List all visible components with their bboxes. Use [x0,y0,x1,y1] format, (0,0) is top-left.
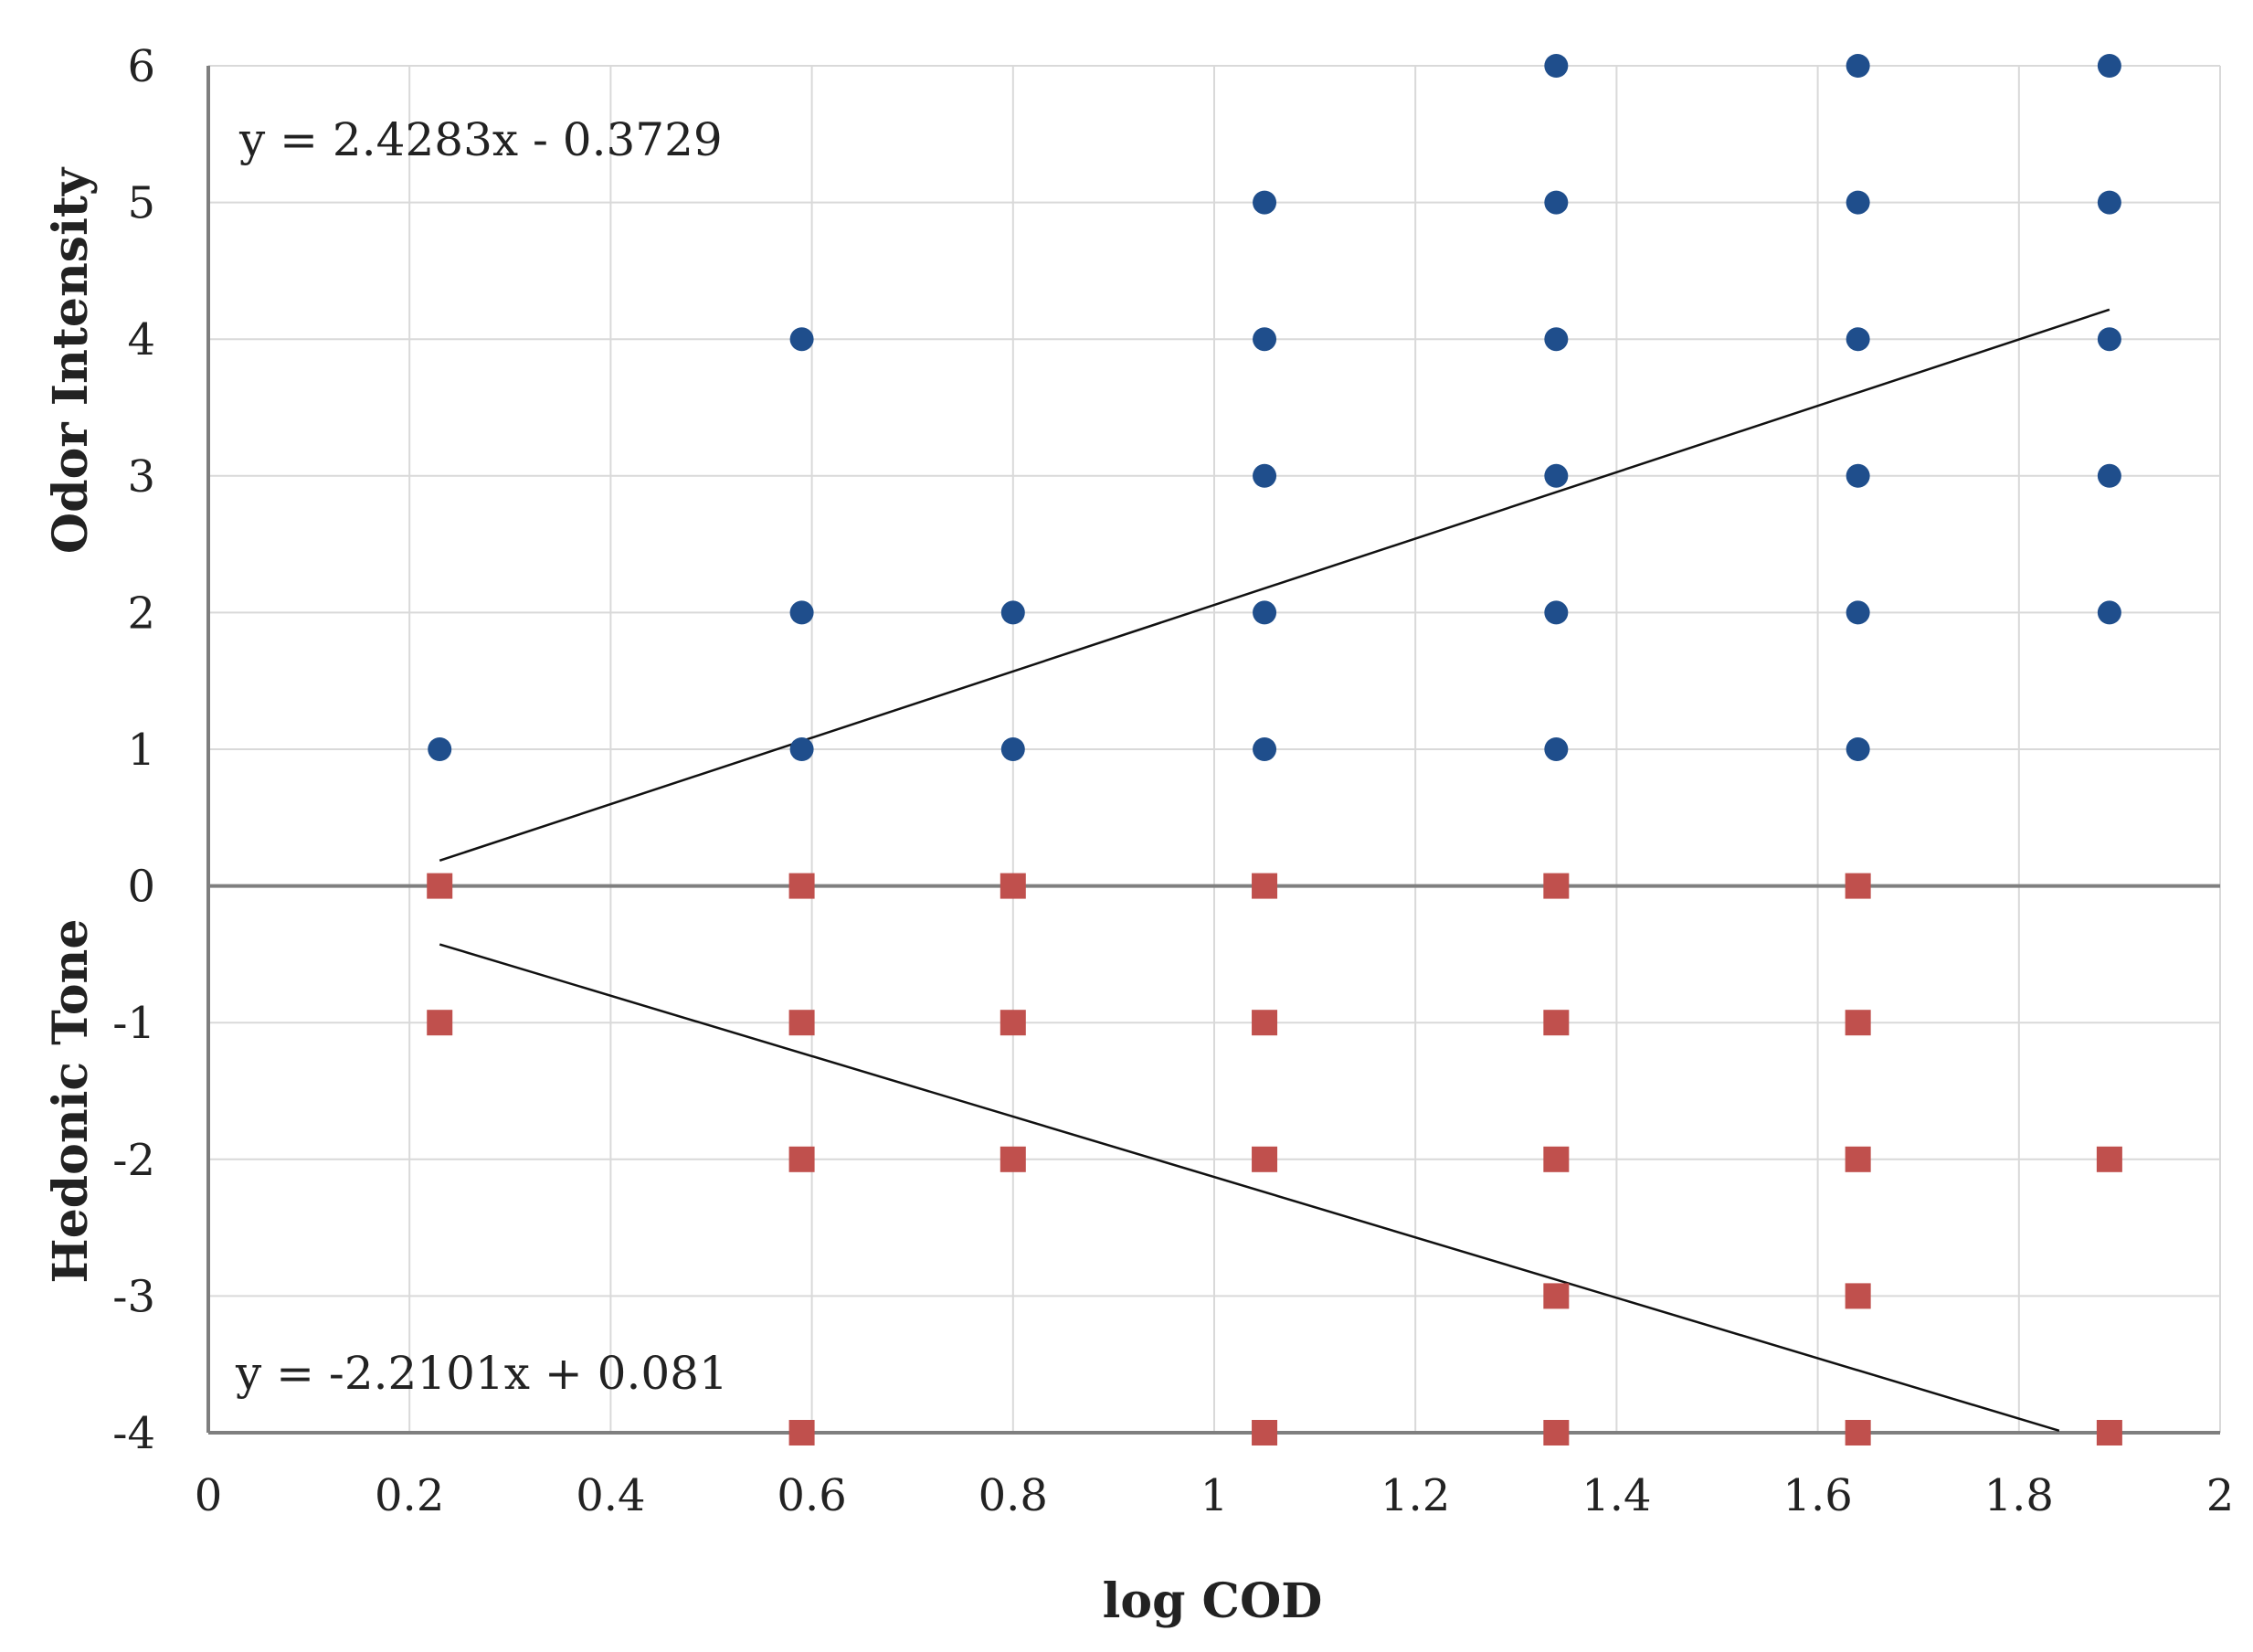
x-tick-label: 1 [1201,1470,1229,1521]
data-points [427,54,2122,1446]
trendline-hedonic-tone [439,943,2060,1433]
odor-intensity-point [1253,463,1277,488]
odor-intensity-point [789,737,814,761]
odor-intensity-point [1544,190,1569,215]
odor-intensity-point [1846,463,1870,488]
x-tick-label: 1.4 [1581,1470,1651,1521]
y-tick-label: -4 [112,1408,155,1459]
y-tick-label: -1 [112,998,155,1049]
trendlines [439,308,2110,1433]
hedonic-tone-point [1543,1420,1570,1446]
x-tick-label: 0.2 [375,1470,444,1521]
hedonic-tone-point [1252,1146,1278,1172]
hedonic-tone-point [1845,873,1871,899]
hedonic-tone-point [1845,1146,1871,1172]
odor-intensity-point [1544,600,1569,625]
hedonic-tone-point [1252,1420,1278,1446]
hedonic-tone-point [788,1420,815,1446]
hedonic-tone-point [1845,1283,1871,1309]
odor-intensity-point [1544,463,1569,488]
hedonic-tone-point [788,1146,815,1172]
odor-intensity-point [1000,737,1025,761]
odor-intensity-point [2097,190,2121,215]
odor-intensity-point [1544,54,1569,78]
odor-intensity-point [1544,327,1569,352]
trendline-odor-intensity [439,308,2110,863]
x-tick-label: 1.8 [1984,1470,2054,1521]
odor-intensity-point [789,327,814,352]
odor-intensity-point [2097,463,2121,488]
trendline-equation-hedonic-tone: y = -2.2101x + 0.081 [235,1347,728,1400]
x-tick-label: 0.4 [576,1470,645,1521]
x-tick-label: 0.6 [777,1470,846,1521]
hedonic-tone-point [2096,1146,2122,1172]
x-tick-label: 0.8 [978,1470,1048,1521]
odor-intensity-point [1544,737,1569,761]
hedonic-tone-point [1543,1146,1570,1172]
odor-intensity-point [1253,327,1277,352]
y-tick-label: 0 [127,862,155,913]
y-tick-label: 1 [127,725,155,776]
y-axis-title-odor-intensity: Odor Intensity [43,166,99,554]
x-tick-label: 0 [195,1470,223,1521]
odor-intensity-point [1253,190,1277,215]
y-axis-title-hedonic-tone: Hedonic Tone [43,919,99,1284]
hedonic-tone-point [2096,1420,2122,1446]
y-tick-label: 6 [127,41,155,92]
hedonic-tone-point [1252,1010,1278,1036]
hedonic-tone-point [1000,1146,1026,1172]
trendline-equation-odor-intensity: y = 2.4283x - 0.3729 [238,113,723,166]
odor-intensity-point [2097,600,2121,625]
y-tick-label: 5 [127,178,155,229]
hedonic-tone-point [1000,873,1026,899]
y-tick-label: 3 [127,451,155,503]
hedonic-tone-point [1845,1420,1871,1446]
hedonic-tone-point [1252,873,1278,899]
hedonic-tone-point [427,873,453,899]
hedonic-tone-point [1000,1010,1026,1036]
x-tick-label: 2 [2206,1470,2235,1521]
odor-intensity-point [1253,737,1277,761]
axes [206,66,2220,1435]
odor-intensity-point [2097,54,2121,78]
odor-intensity-point [1253,600,1277,625]
hedonic-tone-point [1543,1283,1570,1309]
odor-intensity-point [1846,327,1870,352]
hedonic-tone-point [1543,873,1570,899]
odor-intensity-point [428,737,452,761]
y-tick-label: -3 [112,1271,155,1322]
y-tick-label: 4 [127,314,155,365]
grid-lines [208,65,2221,1433]
x-tick-label: 1.2 [1380,1470,1450,1521]
odor-intensity-point [1846,190,1870,215]
y-tick-label: 2 [127,588,155,639]
labels: y = 2.4283x - 0.3729 y = -2.2101x + 0.08… [43,41,2234,1629]
y-tick-label: -2 [112,1135,155,1186]
odor-intensity-point [1846,54,1870,78]
hedonic-tone-point [788,1010,815,1036]
x-tick-label: 1.6 [1782,1470,1852,1521]
odor-intensity-point [1846,600,1870,625]
odor-intensity-point [1000,600,1025,625]
hedonic-tone-point [1543,1010,1570,1036]
hedonic-tone-point [1845,1010,1871,1036]
hedonic-tone-point [788,873,815,899]
odor-intensity-point [789,600,814,625]
odor-intensity-point [1846,737,1870,761]
x-axis-title: log COD [1103,1573,1323,1629]
hedonic-tone-point [427,1010,453,1036]
odor-intensity-point [2097,327,2121,352]
